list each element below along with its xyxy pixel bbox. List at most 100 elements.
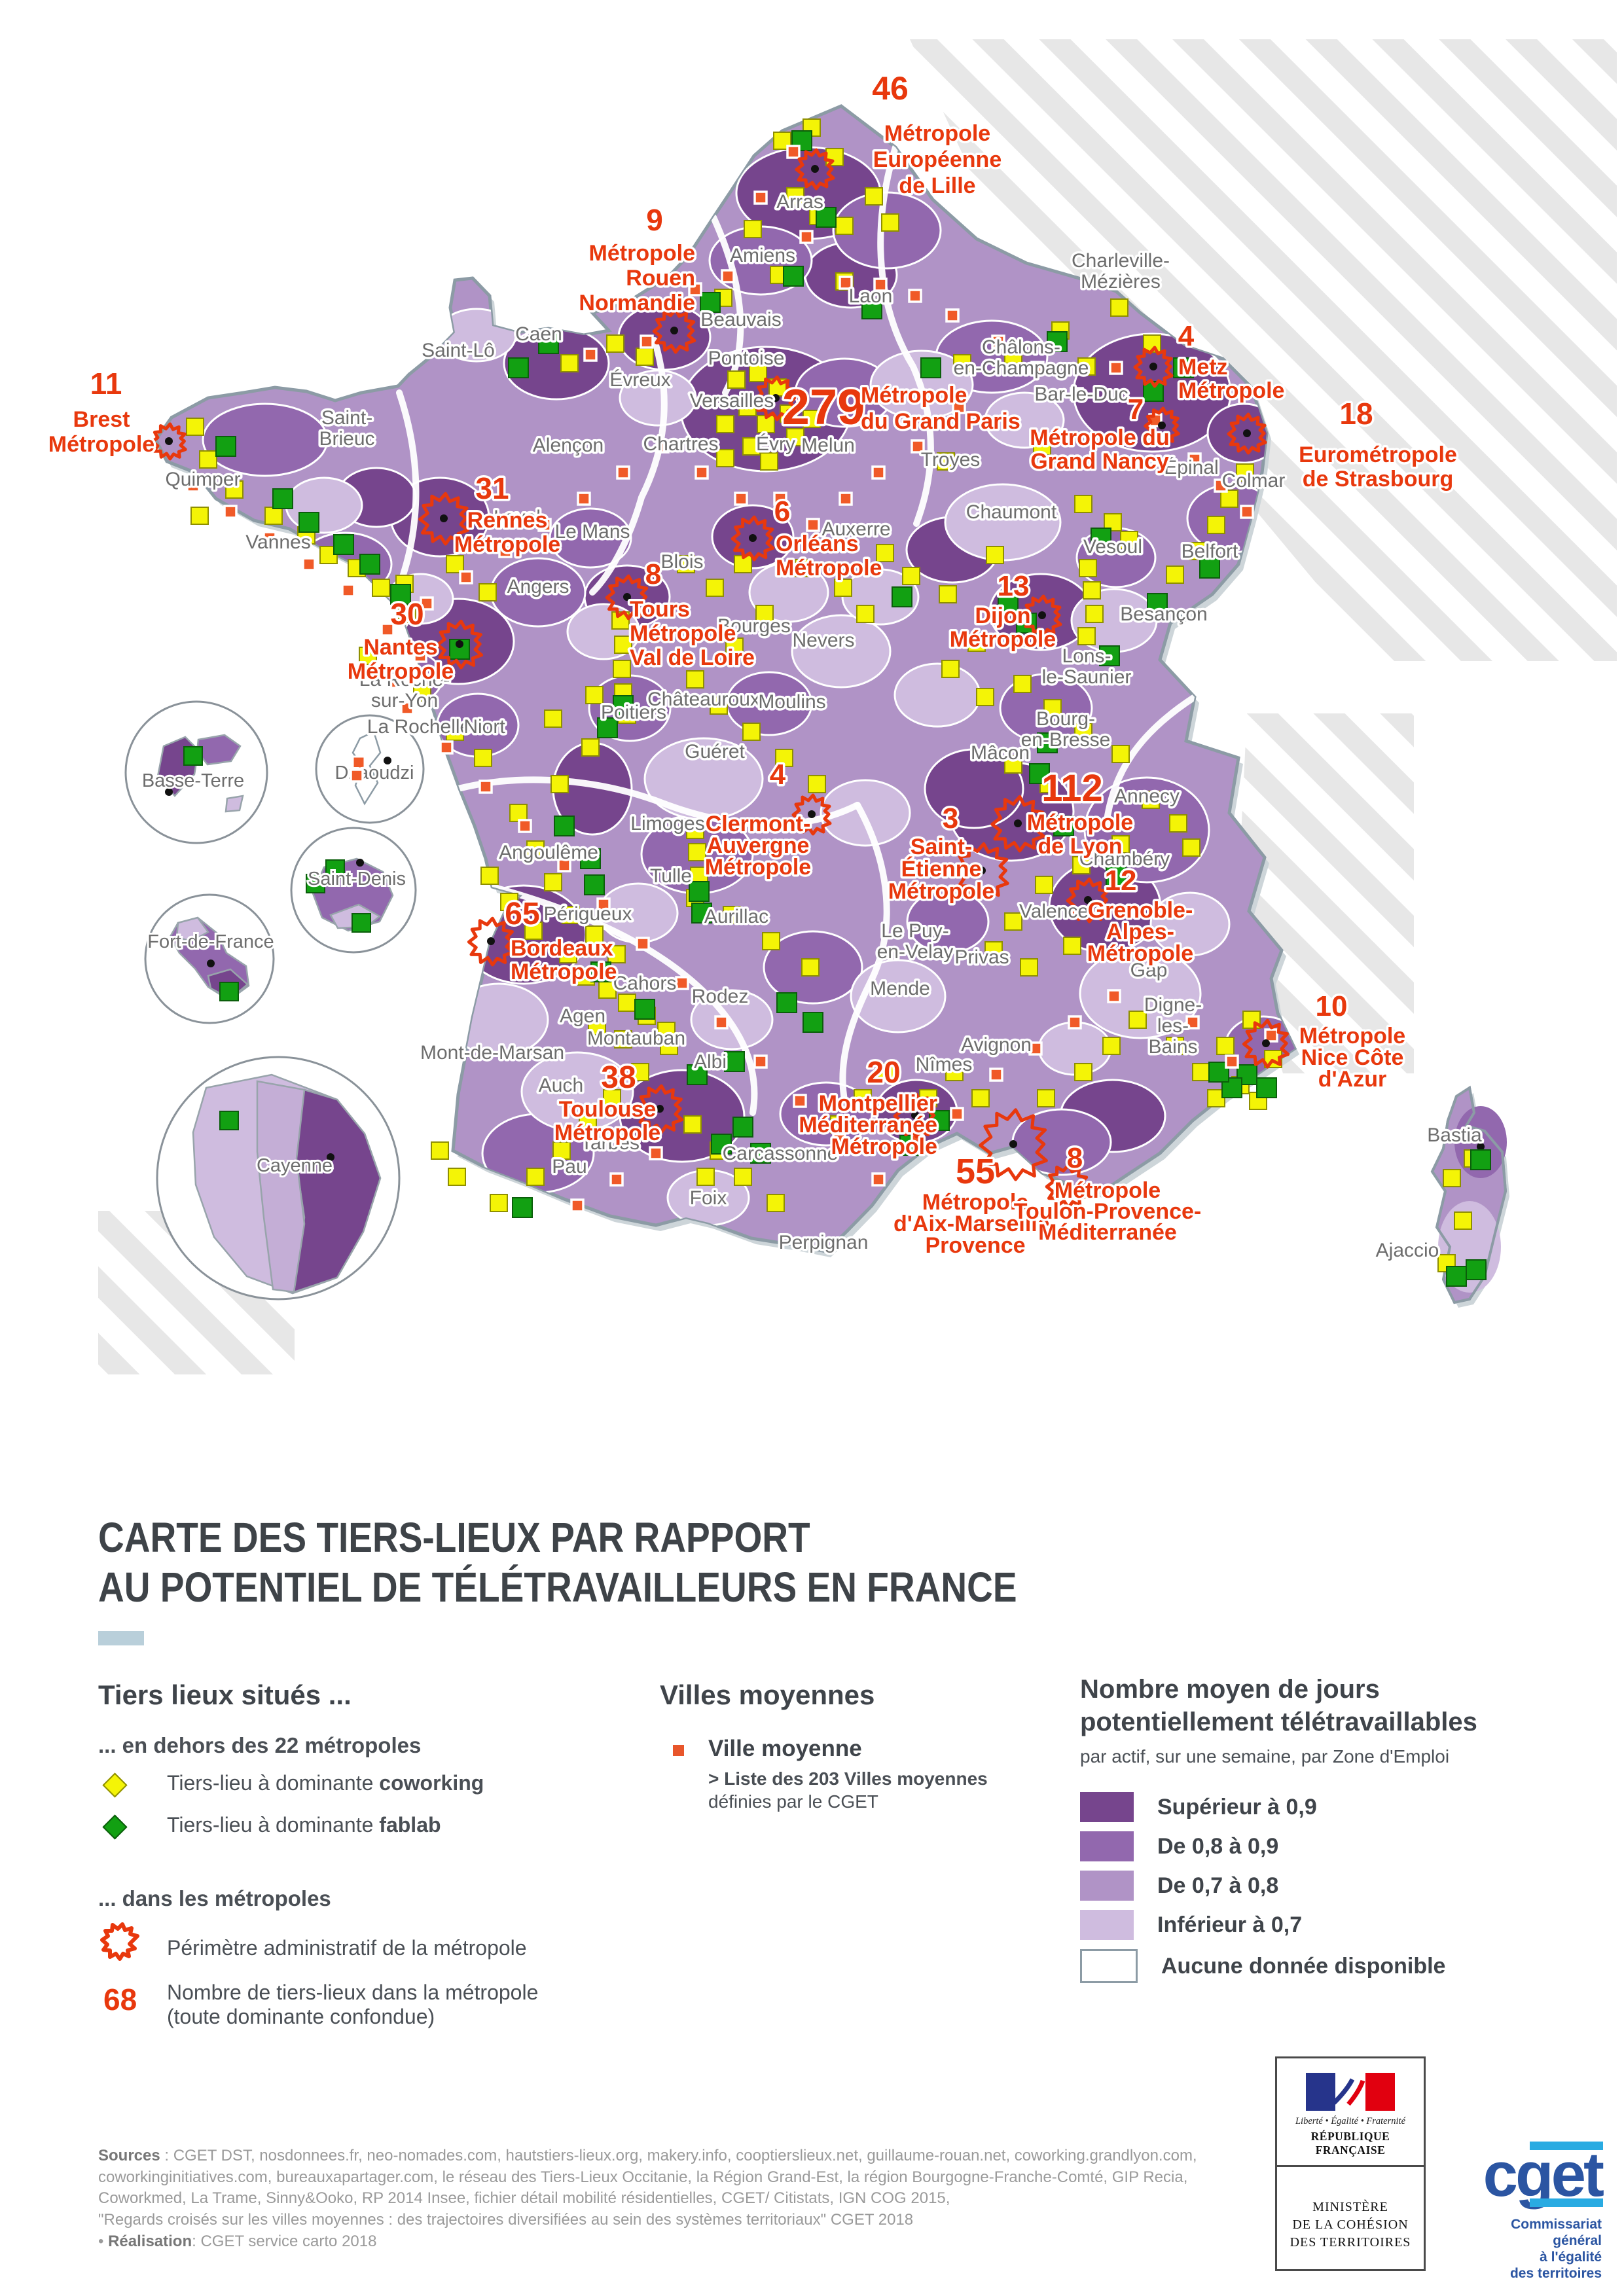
coworking-marker: [738, 398, 757, 416]
coworking-marker: [902, 567, 920, 585]
fablab-marker: [613, 695, 634, 716]
metropole-label: du Grand Paris: [861, 409, 1020, 434]
marianne-republic: RÉPUBLIQUE FRANÇAISE: [1277, 2130, 1424, 2167]
sources-line: coworkinginitiatives.com, bureauxapartag…: [98, 2168, 1188, 2186]
coworking-marker: [1043, 699, 1062, 717]
cget-logo: cget Commissariat général à l'égalité des t…: [1437, 2142, 1604, 2282]
coworking-marker: [801, 958, 820, 977]
zone-patch: [1079, 948, 1202, 1039]
coworking-marker: [760, 452, 778, 471]
coworking-marker: [953, 354, 971, 372]
city-label: Privas: [954, 946, 1009, 968]
city-label: Ajaccio: [1376, 1240, 1439, 1261]
coworking-marker: [1004, 912, 1022, 931]
coworking-marker: [834, 579, 852, 597]
metropole-label: de Lille: [899, 173, 975, 198]
coworking-marker: [1454, 1211, 1472, 1230]
zone-patch: [1083, 776, 1210, 884]
prefecture-dot: [808, 810, 816, 818]
metropole-count: 6: [774, 495, 790, 528]
ville-moyenne-marker: [420, 596, 434, 611]
ville-moyenne-marker: [350, 768, 364, 783]
ville-moyenne-marker: [341, 583, 355, 598]
city-label: Amiens: [730, 245, 795, 266]
ville-moyenne-marker: [640, 334, 654, 349]
prefecture-dot: [384, 757, 391, 764]
choropleth-legend-row: Inférieur à 0,7: [1080, 1910, 1302, 1940]
metropole-label: Provence: [925, 1233, 1025, 1258]
metropole-label: Métropole: [776, 556, 882, 581]
ville-moyenne-marker: [952, 400, 966, 414]
metropole-label: Tours: [630, 597, 690, 622]
coworking-marker: [710, 696, 728, 715]
fablab-marker: [352, 913, 371, 933]
choropleth-legend-row: Aucune donnée disponible: [1080, 1949, 1445, 1983]
city-label: Chartres: [643, 433, 718, 455]
coworking-marker: [446, 555, 464, 573]
fablab-marker: [219, 1111, 239, 1130]
fablab-marker: [298, 512, 319, 533]
coworking-marker: [716, 449, 734, 467]
coworking-marker: [854, 1089, 872, 1107]
city-label: Nevers: [792, 630, 854, 651]
ville-moyenne-icon: [673, 1745, 684, 1756]
coworking-marker: [614, 636, 632, 654]
legend-item-fablab: Tiers-lieu à dominante fablab: [167, 1813, 441, 1837]
coworking-marker: [734, 1168, 752, 1186]
legend-swatch: [1080, 1949, 1138, 1983]
coworking-marker: [544, 873, 562, 891]
ville-moyenne-marker: [714, 1015, 729, 1030]
coworking-marker: [686, 670, 704, 689]
fablab-marker: [390, 584, 411, 605]
fablab-marker: [783, 266, 804, 287]
inset-label: Saint-Denis: [308, 869, 406, 889]
legend-swatch-label: De 0,7 à 0,8: [1157, 1873, 1279, 1898]
city-label: Auxerre: [821, 518, 890, 540]
metropole-count: 279: [782, 380, 865, 435]
fablab-marker: [1199, 558, 1220, 579]
ville-moyenne-marker: [1185, 1015, 1200, 1030]
city-label: Alençon: [533, 435, 604, 456]
legend-swatch-label: Supérieur à 0,9: [1157, 1794, 1317, 1820]
fablab-marker: [998, 592, 1019, 613]
perimeter-icon: [100, 1922, 139, 1961]
city-label: Foix: [690, 1187, 727, 1209]
metropole-label: Métropole: [48, 432, 154, 457]
city-label: Mâcon: [971, 742, 1030, 764]
legend-ville-moyenne-desc: > Liste des 203 Villes moyennes définies…: [708, 1768, 988, 1812]
title-accent-bar: [98, 1631, 144, 1645]
fablab-marker: [1173, 357, 1194, 378]
metropole-outlines: [153, 150, 1288, 1208]
metropole-label: d'Aix-Marseille-: [893, 1211, 1057, 1236]
region-border: [1103, 694, 1198, 828]
metropole-label: Métropole: [1299, 1024, 1405, 1049]
legend-item-coworking: Tiers-lieu à dominante coworking: [167, 1771, 484, 1795]
city-label: Saint-Lô: [422, 340, 495, 361]
fablab-marker: [920, 357, 941, 378]
coworking-marker: [696, 1168, 715, 1186]
fablab-marker: [508, 357, 529, 378]
city-label: Bastia: [1427, 1124, 1482, 1146]
ville-moyenne-marker: [911, 439, 925, 454]
fablab-marker: [333, 534, 354, 555]
fablab-marker: [325, 859, 345, 879]
metropole-label: Metz: [1178, 355, 1228, 380]
city-label: Digne-: [1144, 994, 1202, 1016]
zone-patch: [549, 507, 632, 569]
metropole-count: 12: [1105, 865, 1137, 897]
ville-moyenne-marker: [352, 755, 366, 770]
ville-moyenne-marker: [1070, 387, 1084, 401]
city-label: Tarbes: [581, 1132, 640, 1154]
legend-swatch: [1080, 1910, 1134, 1940]
fablab-marker: [1029, 763, 1050, 784]
city-label: Mende: [870, 978, 930, 999]
ville-moyenne-marker: [1240, 505, 1254, 519]
coworking-marker: [480, 867, 499, 885]
fablab-marker: [512, 1197, 533, 1218]
sources-line: Sources : CGET DST, nosdonnees.fr, neo-n…: [98, 2147, 1197, 2164]
coworking-marker: [677, 555, 695, 573]
city-label: Brieuc: [319, 428, 374, 450]
legend-swatch-label: Aucune donnée disponible: [1161, 1953, 1446, 1979]
legend-swatch-label: De 0,8 à 0,9: [1157, 1833, 1279, 1859]
ville-moyenne-marker: [799, 230, 814, 244]
